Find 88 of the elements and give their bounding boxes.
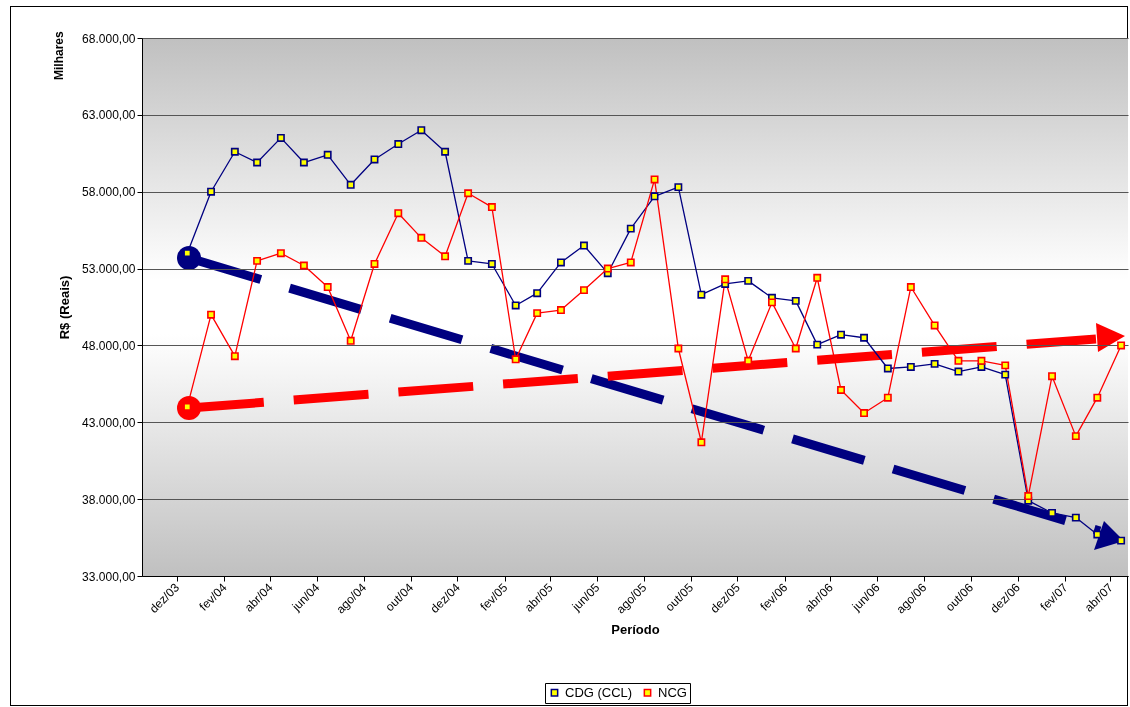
point: [626, 258, 635, 267]
point: [556, 306, 565, 315]
point: [370, 260, 379, 268]
point: [299, 158, 308, 167]
point: [930, 359, 939, 368]
point: [230, 352, 239, 361]
legend-label: NCG: [658, 684, 687, 700]
point: [650, 192, 659, 201]
point: [370, 155, 379, 164]
y-tick-label: 63.000,00: [82, 108, 136, 123]
point: [837, 330, 845, 339]
y-tick-label: 58.000,00: [82, 185, 136, 200]
legend-label: CDG (CCL): [565, 684, 633, 700]
y-axis-title: R$ (Reais): [57, 275, 73, 340]
y-tick-label: 38.000,00: [82, 492, 136, 507]
point: [837, 386, 845, 394]
point: [1071, 432, 1080, 441]
y-tick-label: 43.000,00: [82, 415, 136, 430]
point: [883, 393, 892, 402]
point: [323, 150, 332, 159]
point: [721, 275, 730, 284]
point: [1048, 372, 1056, 381]
point: [791, 344, 800, 353]
point: [276, 133, 285, 142]
point: [791, 296, 800, 305]
point: [394, 209, 403, 218]
point: [1071, 513, 1080, 522]
point: [580, 286, 588, 295]
point: [744, 356, 753, 365]
point: [417, 233, 426, 242]
point: [533, 309, 542, 318]
point: [511, 301, 520, 310]
point: [930, 321, 939, 330]
point: [1048, 509, 1056, 517]
point: [346, 336, 355, 345]
point: [1117, 536, 1126, 545]
point: [556, 258, 565, 267]
text: Milhares: [52, 31, 66, 80]
point: [323, 283, 332, 291]
point: [813, 273, 822, 282]
point: [487, 260, 496, 268]
point: [533, 289, 542, 298]
point: [626, 224, 635, 233]
point: [1117, 341, 1126, 350]
point: [253, 256, 262, 265]
point: [744, 276, 753, 285]
point: [441, 147, 450, 156]
y-tick-label: 53.000,00: [82, 262, 136, 277]
point: [813, 340, 822, 349]
point: [394, 140, 403, 149]
point: [883, 364, 892, 373]
point: [1001, 370, 1010, 379]
point: [464, 256, 473, 265]
point: [674, 183, 683, 192]
point: [230, 147, 239, 156]
point: [346, 180, 355, 189]
y-tick-label: 68.000,00: [82, 31, 136, 46]
point: [674, 344, 683, 353]
point: [276, 249, 285, 258]
point: [954, 367, 963, 376]
x-axis-title: Período: [611, 621, 660, 637]
point: [603, 264, 612, 273]
point: [860, 409, 869, 418]
point: [697, 438, 706, 447]
point: [580, 241, 588, 250]
point: [207, 310, 216, 319]
point: [977, 356, 986, 365]
point: [417, 126, 426, 135]
point: [906, 283, 915, 291]
point: [511, 355, 520, 364]
y-tick-label: 48.000,00: [82, 338, 136, 353]
point: [1093, 393, 1102, 402]
point: [860, 333, 869, 342]
point: [954, 356, 963, 365]
point: [697, 290, 706, 299]
point: [1024, 492, 1033, 501]
point: [650, 175, 659, 184]
point: [906, 362, 915, 371]
point: [253, 158, 262, 167]
point: [1001, 361, 1010, 370]
point: [464, 189, 473, 198]
y-tick-label: 33.000,00: [82, 569, 136, 584]
point: [441, 252, 450, 261]
point: [1093, 530, 1102, 539]
point: [768, 298, 776, 307]
point: [299, 261, 308, 270]
point: [487, 203, 496, 212]
point: [207, 187, 216, 196]
